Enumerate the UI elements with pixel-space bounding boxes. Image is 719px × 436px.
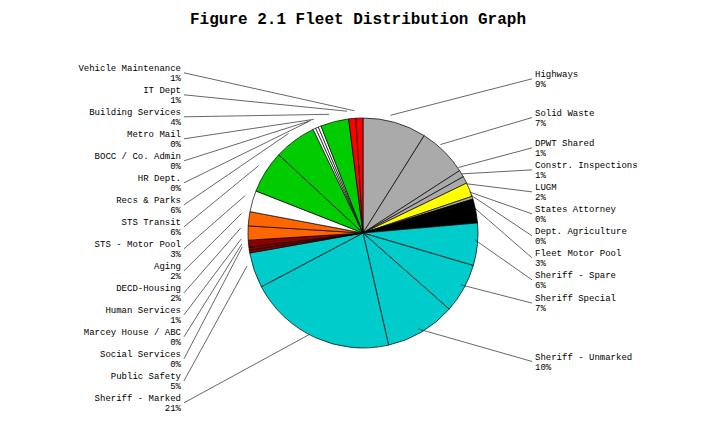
svg-text:Sheriff - Spare6%: Sheriff - Spare6% [535,271,616,291]
svg-text:Highways9%: Highways9% [535,70,578,90]
svg-text:Sheriff - Unmarked10%: Sheriff - Unmarked10% [535,353,632,373]
svg-text:DECD-Housing2%: DECD-Housing2% [116,284,181,304]
svg-text:States Attorney0%: States Attorney0% [535,205,617,225]
svg-text:Building Services4%: Building Services4% [89,108,181,128]
svg-text:Aging2%: Aging2% [154,262,182,282]
svg-text:Fleet Motor Pool3%: Fleet Motor Pool3% [535,249,621,269]
svg-text:BOCC / Co. Admin0%: BOCC / Co. Admin0% [95,152,182,172]
svg-text:LUGM2%: LUGM2% [535,183,557,203]
svg-text:Marcey House / ABC0%: Marcey House / ABC0% [84,328,182,348]
svg-text:HR Dept.0%: HR Dept.0% [138,174,182,194]
svg-text:Sheriff - Marked21%: Sheriff - Marked21% [95,394,182,414]
svg-text:Human Services1%: Human Services1% [105,306,181,326]
svg-text:Dept. Agriculture0%: Dept. Agriculture0% [535,227,627,247]
svg-text:Vehicle Maintenance1%: Vehicle Maintenance1% [78,64,181,84]
svg-text:Metro Mail0%: Metro Mail0% [127,130,182,150]
svg-text:DPWT Shared1%: DPWT Shared1% [535,139,594,159]
svg-text:Solid Waste7%: Solid Waste7% [535,109,594,129]
svg-text:STS - Motor Pool3%: STS - Motor Pool3% [95,240,182,260]
svg-text:Social Services0%: Social Services0% [100,350,182,370]
svg-text:Recs & Parks6%: Recs & Parks6% [116,196,181,216]
svg-text:IT Dept1%: IT Dept1% [143,86,181,106]
svg-text:Sheriff Special7%: Sheriff Special7% [535,294,616,314]
html-text:Figure 2.1 Fleet Distribution: Figure 2.1 Fleet Distribution Graph [190,11,526,29]
svg-text:Constr. Inspections1%: Constr. Inspections1% [535,161,638,181]
svg-text:Public Safety5%: Public Safety5% [111,372,182,392]
svg-text:STS Transit6%: STS Transit6% [122,218,182,238]
